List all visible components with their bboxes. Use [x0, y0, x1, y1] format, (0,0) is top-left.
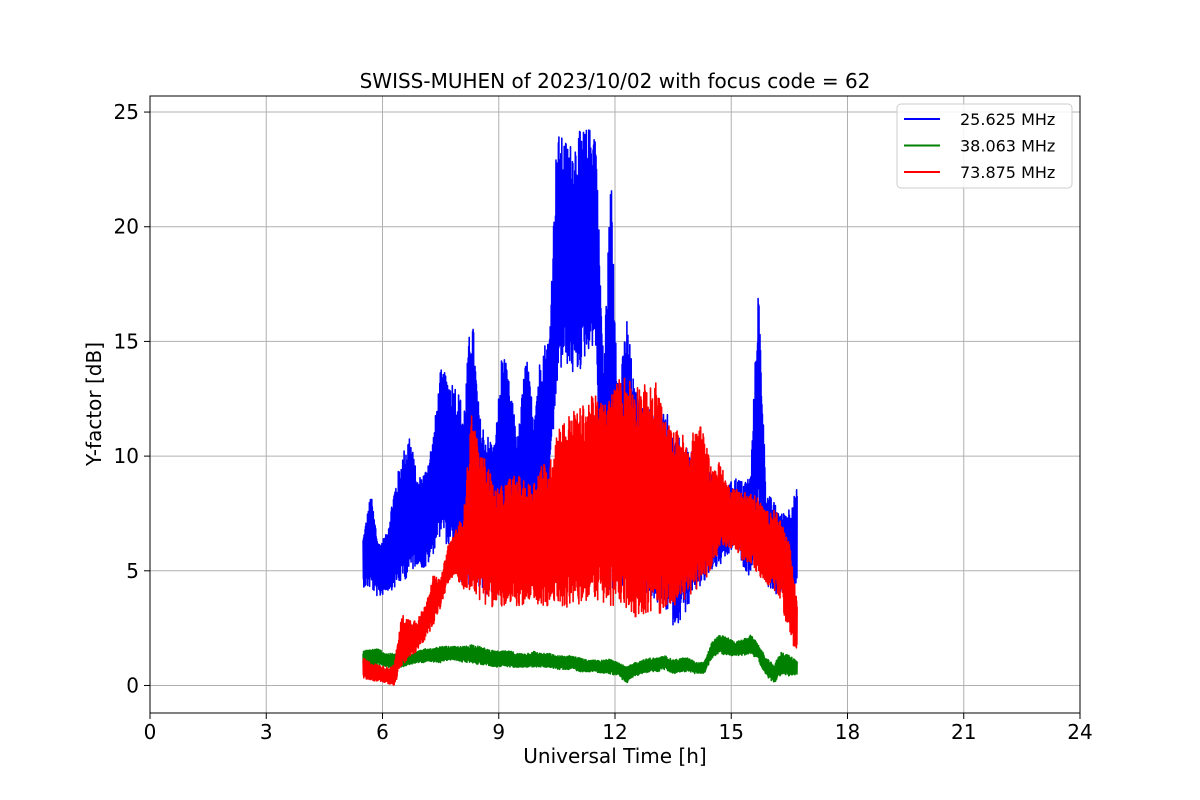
x-tick-label: 21: [951, 720, 976, 744]
series-line-3: [362, 377, 798, 686]
x-tick-label: 12: [602, 720, 627, 744]
x-tick-label: 24: [1067, 720, 1092, 744]
y-tick-label: 15: [114, 329, 139, 353]
y-axis-ticks: 0 5 10 15 20 25: [114, 100, 150, 697]
x-axis-ticks: 0 3 6 9 12 15 18 21 24: [144, 713, 1093, 744]
legend-box: [896, 103, 1073, 189]
series-layer: [362, 129, 798, 686]
series-line-2: [362, 634, 798, 684]
x-tick-label: 18: [835, 720, 860, 744]
y-tick-label: 20: [114, 215, 139, 239]
legend: 25.625 MHz 38.063 MHz 73.875 MHz: [896, 103, 1073, 189]
x-tick-label: 9: [492, 720, 505, 744]
x-tick-label: 6: [376, 720, 389, 744]
x-axis-title: Universal Time [h]: [523, 744, 706, 768]
legend-label: 38.063 MHz: [960, 137, 1055, 156]
y-tick-label: 0: [126, 673, 139, 697]
y-axis-title: Y-factor [dB]: [82, 342, 106, 467]
chart-title: SWISS-MUHEN of 2023/10/02 with focus cod…: [360, 69, 871, 93]
x-tick-label: 15: [719, 720, 744, 744]
y-tick-label: 25: [114, 100, 139, 124]
x-tick-label: 0: [144, 720, 157, 744]
x-tick-label: 3: [260, 720, 273, 744]
y-tick-label: 5: [126, 559, 139, 583]
legend-label: 25.625 MHz: [960, 110, 1055, 129]
y-tick-label: 10: [114, 444, 139, 468]
legend-label: 73.875 MHz: [960, 163, 1055, 182]
